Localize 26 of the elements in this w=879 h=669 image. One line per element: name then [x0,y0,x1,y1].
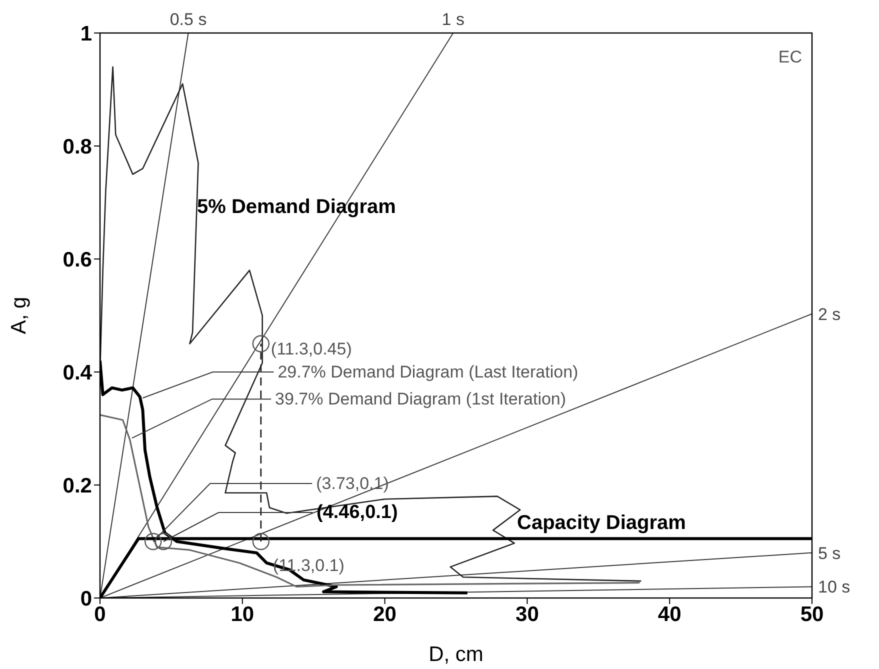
annotation: (3.73,0.1) [316,474,389,493]
y-tick-label: 0.6 [62,248,92,272]
y-tick-label: 0.2 [62,474,92,498]
annotation: 29.7% Demand Diagram (Last Iteration) [278,362,578,382]
series-label: 0.5 s [170,10,207,29]
x-tick-label: 10 [230,602,254,626]
annotation: 39.7% Demand Diagram (1st Iteration) [275,390,566,409]
y-tick-label: 0.8 [62,135,92,158]
series-label: 2 s [818,304,841,324]
y-axis-title: A, g [7,296,30,334]
x-tick-label: 20 [373,602,396,626]
y-tick-label: 0 [80,587,92,610]
y-tick-label: 0.4 [62,361,92,384]
annotation: EC [778,48,802,66]
x-axis-title: D, cm [428,643,484,666]
annotation: (4.46,0.1) [316,502,398,523]
annotation: Capacity Diagram [517,512,686,534]
y-tick-label: 1 [80,22,92,46]
x-tick-label: 50 [800,602,824,626]
x-tick-label: 30 [516,602,539,626]
annotation: (11.3,0.1) [272,556,344,575]
x-tick-label: 40 [658,602,682,626]
series-label: 1 s [442,10,464,29]
series-label: 5 s [818,544,841,563]
annotation: (11.3,0.45) [270,339,352,358]
series-label: 10 s [818,578,850,597]
